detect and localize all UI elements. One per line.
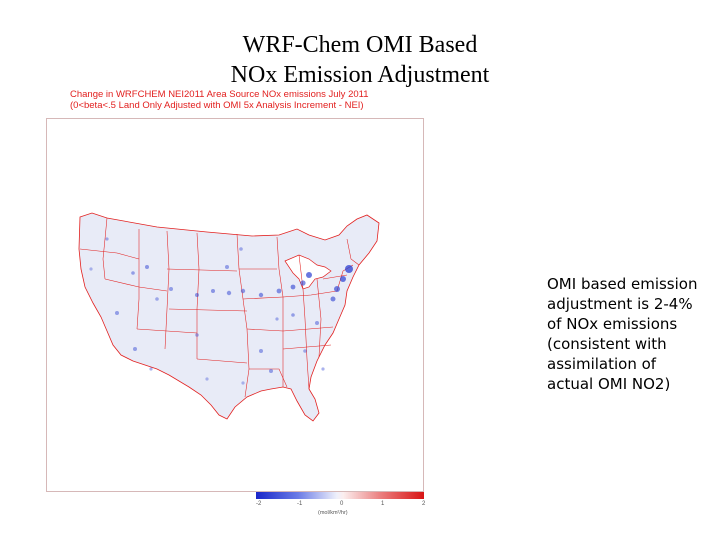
great-lakes [284, 254, 332, 290]
colorbar-tick: 1 [381, 501, 385, 507]
side-note-line: OMI based emission [547, 275, 698, 293]
map-frame [46, 118, 424, 492]
side-note: OMI based emission adjustment is 2-4% of… [547, 274, 712, 394]
map-caption-line-2: (0<beta<.5 Land Only Adjusted with OMI 5… [70, 99, 364, 111]
colorbar-tick: -2 [256, 501, 262, 507]
slide-title: WRF-Chem OMI Based NOx Emission Adjustme… [180, 30, 540, 90]
map-caption: Change in WRFCHEM NEI2011 Area Source NO… [70, 89, 430, 111]
colorbar-ticks: -2 -1 0 1 2 [252, 501, 432, 511]
conus-land [78, 212, 380, 422]
emission-hotspots [89, 237, 353, 385]
colorbar [256, 492, 424, 499]
us-emission-map [78, 212, 380, 422]
title-line-2: NOx Emission Adjustment [230, 62, 490, 88]
colorbar-tick: 2 [422, 501, 426, 507]
side-note-line: adjustment is 2-4% [547, 295, 693, 313]
side-note-line: assimilation of [547, 355, 657, 373]
colorbar-tick: 0 [340, 501, 344, 507]
emission-map-panel: Change in WRFCHEM NEI2011 Area Source NO… [46, 89, 426, 518]
map-caption-line-1: Change in WRFCHEM NEI2011 Area Source NO… [70, 89, 369, 100]
side-note-line: (consistent with [547, 335, 667, 353]
colorbar-tick: -1 [297, 501, 303, 507]
side-note-line: actual OMI NO2) [547, 375, 671, 393]
colorbar-units: (mol/km²/hr) [318, 510, 348, 516]
side-note-line: of NOx emissions [547, 315, 678, 333]
title-line-1: WRF-Chem OMI Based [242, 32, 478, 58]
